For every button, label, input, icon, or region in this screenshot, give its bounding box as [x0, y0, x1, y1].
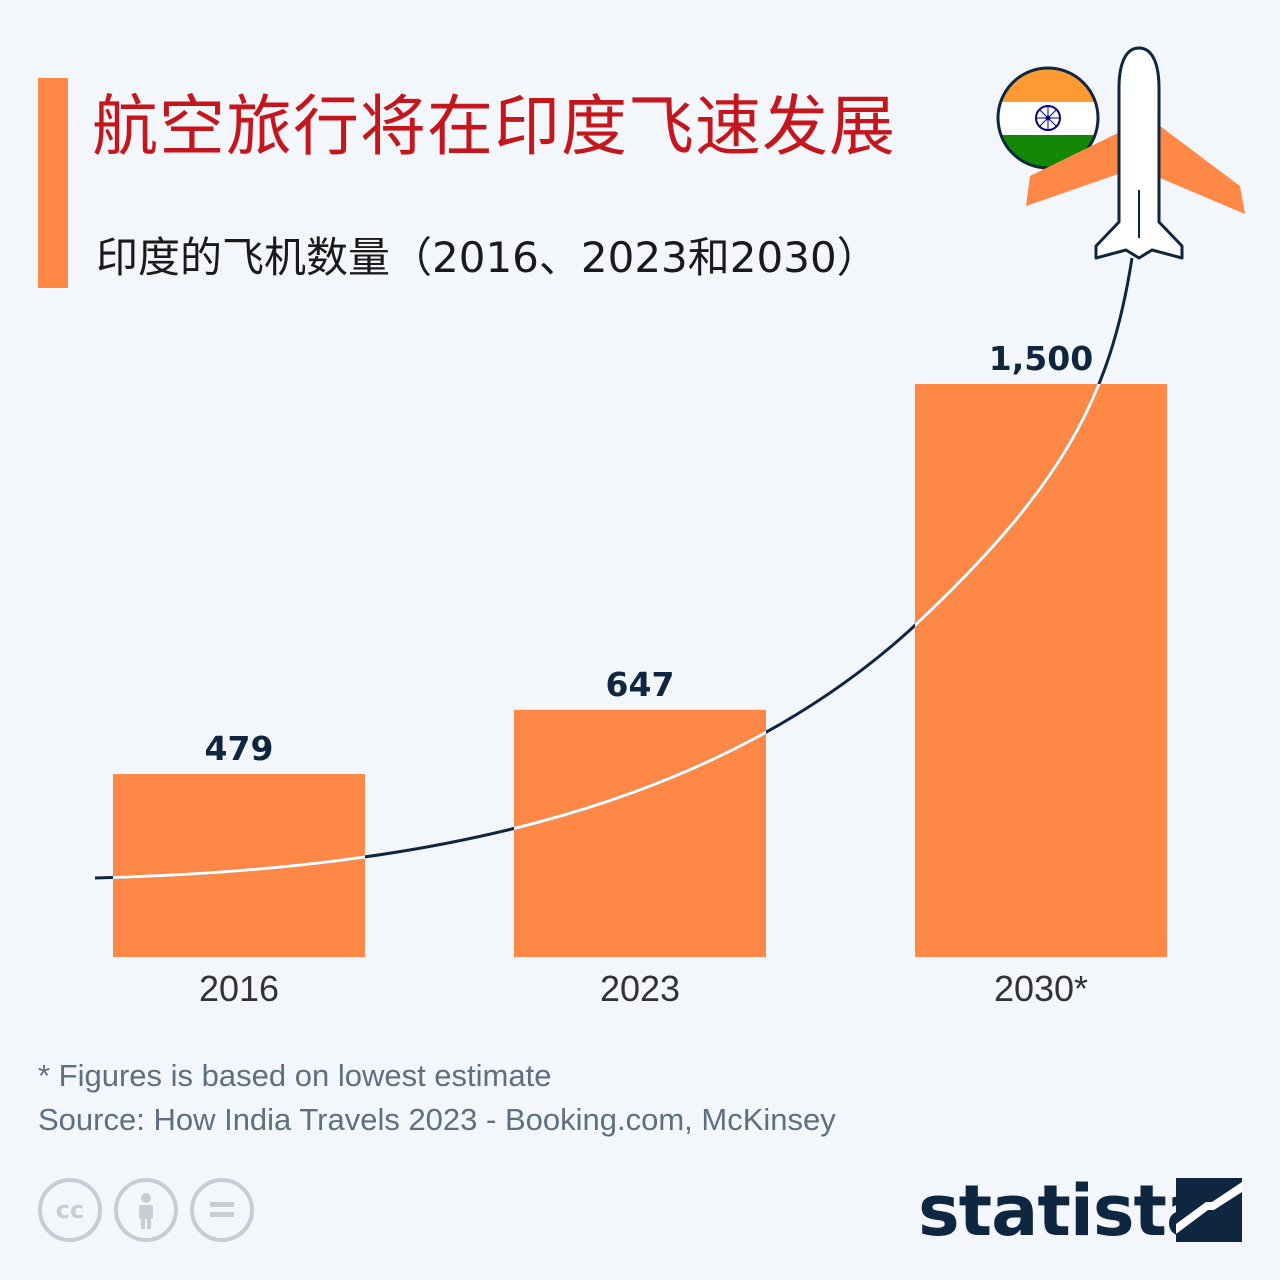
source-note: Source: How India Travels 2023 - Booking…: [38, 1102, 836, 1137]
no-derivatives-icon[interactable]: [190, 1178, 254, 1242]
accent-bar: [38, 78, 68, 288]
page-subtitle: 印度的飞机数量（2016、2023和2030）: [96, 233, 879, 282]
value-label: 647: [606, 665, 675, 704]
bar-2023: [514, 709, 766, 957]
value-labels-group: 479 647 1,500: [205, 339, 1094, 768]
statista-logo-icon[interactable]: [1176, 1178, 1242, 1242]
trend-line-segment: [915, 384, 1101, 628]
statista-logo-text[interactable]: statista: [918, 1170, 1213, 1252]
attribution-icon[interactable]: [114, 1178, 178, 1242]
airplane-icon: [1026, 46, 1245, 260]
page-title: 航空旅行将在印度飞速发展: [92, 88, 896, 165]
value-label: 1,500: [989, 339, 1093, 378]
bar-2016: [113, 774, 365, 957]
value-label: 479: [205, 729, 274, 768]
category-label: 2016: [199, 968, 279, 1009]
category-labels-group: 2016 2023 2030*: [199, 968, 1088, 1009]
trend-line-segment: [113, 855, 365, 879]
cc-icon[interactable]: cc: [38, 1178, 102, 1242]
bars-group: [113, 384, 1167, 957]
trend-line-highlight: [113, 384, 1101, 879]
category-label: 2030*: [994, 968, 1088, 1009]
category-label: 2023: [600, 968, 680, 1009]
footnote: * Figures is based on lowest estimate: [38, 1058, 552, 1093]
bar-2030: [915, 384, 1167, 957]
